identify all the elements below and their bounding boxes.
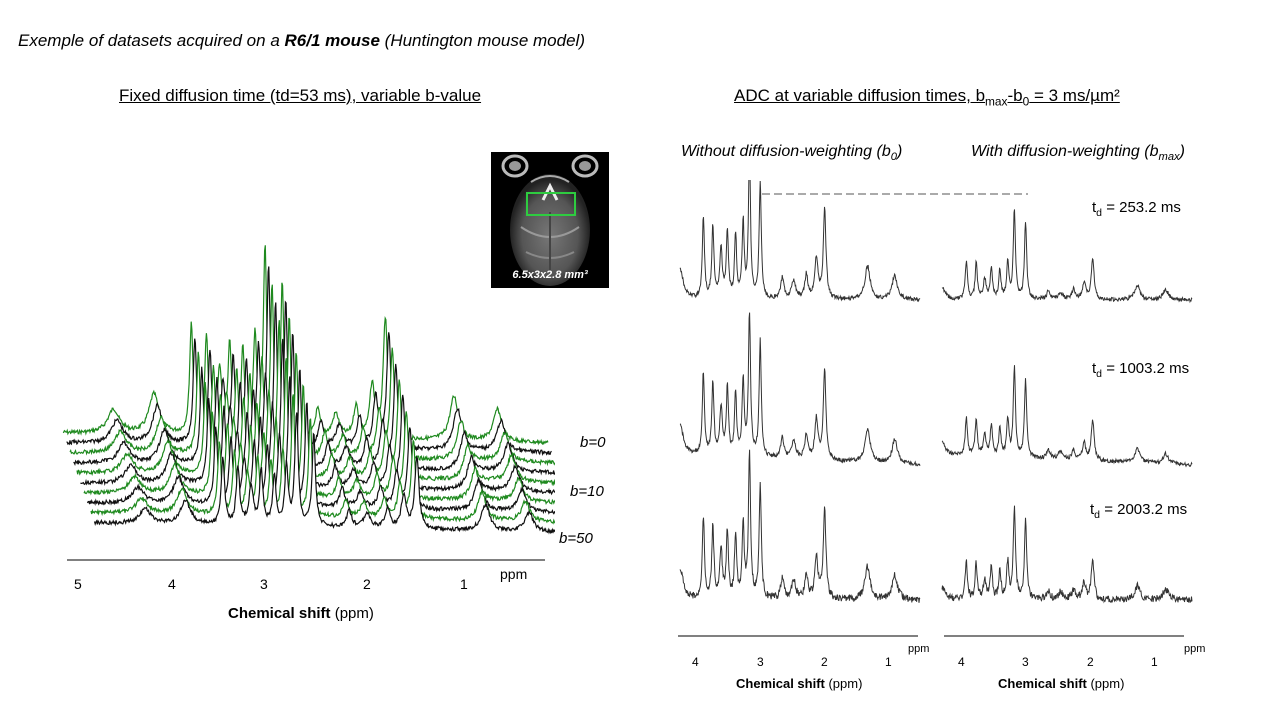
spectrum-trace-4 xyxy=(83,358,555,506)
spectrum-trace-1 xyxy=(93,412,555,535)
left-x-axis-label: Chemical shift (ppm) xyxy=(228,605,374,622)
x-axis-label-col2: Chemical shift (ppm) xyxy=(998,676,1125,691)
ppm-unit-label: ppm xyxy=(908,643,930,655)
mri-inset-image: 6.5x3x2.8 mm³ xyxy=(491,152,609,288)
tick-label: 4 xyxy=(692,655,699,669)
td-label-2: td = 1003.2 ms xyxy=(1092,360,1190,380)
ppm-unit-label: ppm xyxy=(1184,643,1206,655)
ppm-unit-label: ppm xyxy=(500,566,528,582)
td-label-3: td = 2003.2 ms xyxy=(1090,501,1188,521)
page-title: Exemple of datasets acquired on a R6/1 m… xyxy=(18,31,585,50)
b-label-10: b=10 xyxy=(570,483,604,500)
left-x-ticks: 5 4 3 2 1 xyxy=(60,555,560,592)
b-label-50: b=50 xyxy=(559,530,593,547)
td-label-1: td = 253.2 ms xyxy=(1092,199,1181,219)
tick-label: 4 xyxy=(958,655,965,669)
left-section-heading: Fixed diffusion time (td=53 ms), variabl… xyxy=(119,86,482,105)
spectrum-panel-3 xyxy=(679,312,921,467)
right-section-heading: ADC at variable diffusion times, bmax-b0… xyxy=(734,86,1120,109)
td-spectra-grid xyxy=(678,180,1193,637)
spectrum-panel-4 xyxy=(941,365,1193,468)
tick-label: 2 xyxy=(821,655,828,669)
tick-label: 3 xyxy=(260,576,268,592)
b-label-0: b=0 xyxy=(580,434,606,451)
spectrum-trace-3 xyxy=(86,376,555,515)
spectrum-panel-2 xyxy=(941,209,1193,304)
tick-label: 3 xyxy=(757,655,764,669)
column-header-b0: Without diffusion-weighting (b0) xyxy=(681,143,903,164)
spectrum-trace-5 xyxy=(80,338,555,496)
spectrum-panel-1 xyxy=(679,180,921,303)
stacked-spectra-chart xyxy=(62,245,555,561)
column-header-bmax: With diffusion-weighting (bmax) xyxy=(971,143,1185,164)
tick-label: 2 xyxy=(1087,655,1094,669)
tick-label: 1 xyxy=(460,576,468,592)
td-spectra-traces xyxy=(679,180,1193,604)
stacked-spectra-traces xyxy=(62,245,555,535)
spectrum-panel-5 xyxy=(679,449,921,603)
spectrum-trace-6 xyxy=(76,320,555,487)
tick-label: 4 xyxy=(168,576,176,592)
brain-slice-icon xyxy=(501,154,599,286)
tick-label: 1 xyxy=(885,655,892,669)
spectrum-trace-2 xyxy=(90,394,555,525)
roi-box xyxy=(526,192,576,216)
tick-label: 3 xyxy=(1022,655,1029,669)
tick-label: 5 xyxy=(74,576,82,592)
tick-label: 1 xyxy=(1151,655,1158,669)
voxel-size-label: 6.5x3x2.8 mm³ xyxy=(512,269,588,281)
spectrum-panel-6 xyxy=(941,505,1193,604)
spectrum-trace-7 xyxy=(73,302,555,476)
tick-label: 2 xyxy=(363,576,371,592)
x-axis-label-col1: Chemical shift (ppm) xyxy=(736,676,863,691)
